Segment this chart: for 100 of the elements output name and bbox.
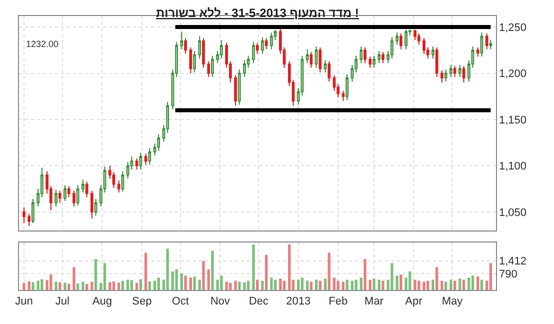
bar [378,280,380,290]
bar [458,278,462,290]
candlestick [310,51,313,68]
candlestick [85,180,88,198]
bar [103,263,106,290]
bar [229,282,232,290]
bar [444,282,448,290]
x-tick-label: Apr [405,295,423,308]
bar [396,276,398,290]
bar [234,280,237,290]
bar [247,280,250,290]
candlestick [184,38,187,54]
annotation: 1232.00 [26,39,59,49]
bar [180,274,184,290]
bar [372,278,376,290]
candlestick [144,153,148,166]
candlestick [382,51,384,64]
bar [40,279,44,290]
candlestick [94,198,98,216]
candlestick [324,60,327,73]
bar [22,282,26,290]
bar [28,281,30,290]
bar [354,280,358,290]
candlestick [270,32,273,50]
candlestick [211,55,214,78]
bar [382,280,384,290]
bar [139,279,142,290]
candlestick [264,38,268,50]
bar [225,282,228,290]
bar [64,282,66,290]
bar [256,280,259,290]
candlestick [422,38,426,54]
bar [198,280,201,290]
bar [368,280,372,290]
bar [76,283,80,290]
x-tick-label: Jul [55,295,70,308]
bar [471,276,474,290]
bar [462,280,466,290]
bar [166,248,169,290]
y-tick-label: 1,150 [499,114,527,126]
candlestick [148,148,152,166]
candlestick [207,60,210,78]
bar [207,269,210,290]
bar [135,282,138,290]
bar [328,252,330,290]
candlestick [306,48,309,64]
bar [36,280,40,290]
x-tick-label: Nov [210,295,230,308]
bar [126,280,130,290]
candlestick [72,190,76,207]
candlestick [135,158,138,170]
bar [297,280,300,290]
bar [432,280,434,290]
y-tick-label: 1,100 [499,160,527,173]
candlestick [489,39,492,50]
bar [54,282,58,290]
bar [193,276,196,290]
bar [346,280,348,290]
candlestick [54,189,58,207]
bar [274,280,277,290]
bar [94,258,98,290]
x-tick-label: Mar [364,295,384,308]
y-tick-label: 1,412 [499,256,527,268]
candlestick [139,152,142,170]
bar [82,282,84,290]
candlestick [121,170,124,192]
bar [50,274,52,290]
candlestick [256,42,259,54]
bar [422,282,426,290]
candlestick [328,60,331,82]
candlestick [314,46,318,68]
bar [148,281,151,290]
bar [202,261,205,290]
candlestick [368,56,372,68]
bar [350,280,354,290]
bar [418,280,420,290]
candlestick [58,190,62,204]
candlestick [318,46,322,73]
bar [157,278,160,290]
bar [72,267,76,290]
bar [489,263,492,290]
candlestick [480,32,484,58]
candlestick [76,184,80,206]
bar [324,278,327,290]
candlestick [404,29,408,50]
bar [32,282,34,290]
candlestick [364,46,366,64]
candlestick [372,55,376,68]
bar [288,244,291,290]
bar [426,280,430,290]
x-tick-label: Jun [15,295,33,308]
bar [90,282,94,290]
bar [211,250,214,290]
candlestick [432,46,434,59]
bar [440,280,444,290]
bar [264,254,268,290]
bar [408,271,412,290]
bar [220,276,223,290]
bar [261,280,264,290]
bar [342,282,345,290]
